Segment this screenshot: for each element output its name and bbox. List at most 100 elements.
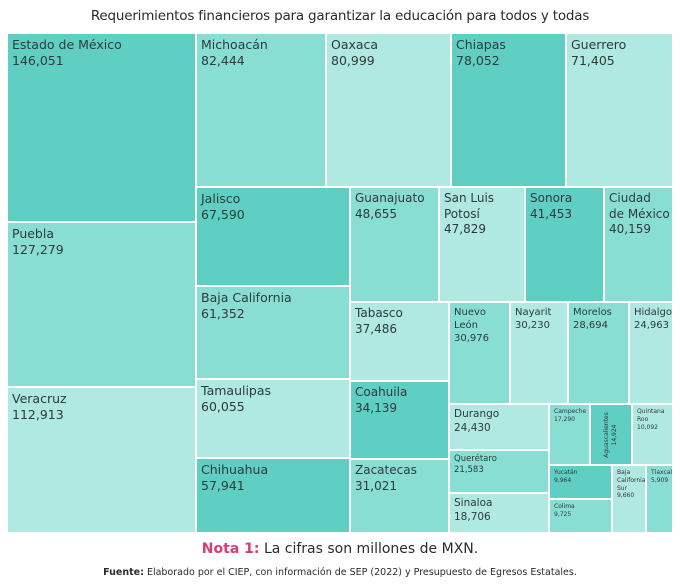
tile-name: Ciudad de México (609, 191, 670, 221)
tile-label: Quintana Roo 10,092 (637, 408, 665, 431)
treemap-tile: Ciudad de México 40,159 (604, 187, 673, 302)
treemap-tile: Colima 9,725 (549, 499, 612, 533)
tile-value: 9,964 (554, 476, 572, 484)
tile-label: Aguascalientes 14,924 (603, 412, 619, 458)
treemap-tile: Hidalgo 24,963 (629, 302, 673, 404)
tile-name: Sonora (530, 191, 573, 205)
note: Nota 1: La cifras son millones de MXN. (0, 541, 680, 557)
treemap-tile: Sinaloa 18,706 (449, 493, 549, 533)
tile-name: Quintana Roo (637, 408, 665, 423)
treemap-tile: Sonora 41,453 (525, 187, 604, 302)
tile-label: Campeche 17,290 (554, 408, 586, 424)
source: Fuente: Elaborado por el CIEP, con infor… (0, 567, 680, 578)
tile-label: Zacatecas 31,021 (355, 463, 417, 494)
tile-name: Nuevo León (454, 307, 487, 331)
tile-value: 112,913 (12, 407, 64, 423)
tile-name: Nayarit (515, 307, 552, 318)
tile-label: Ciudad de México 40,159 (609, 191, 670, 238)
treemap-tile: Baja California 61,352 (196, 286, 350, 379)
tile-label: Durango 24,430 (454, 408, 499, 435)
tile-label: Sonora 41,453 (530, 191, 572, 222)
treemap-tile: Morelos 28,694 (568, 302, 629, 404)
tile-name: Tlaxcala (651, 469, 673, 476)
tile-name: Tabasco (355, 306, 403, 320)
tile-label: Coahuila 34,139 (355, 385, 407, 416)
tile-value: 24,963 (634, 320, 669, 331)
tile-label: San Luis Potosí 47,829 (444, 191, 494, 238)
tile-label: Baja California 61,352 (201, 290, 292, 323)
tile-name: Tamaulipas (201, 383, 272, 398)
tile-value: 17,290 (554, 415, 575, 423)
treemap-tile: Oaxaca 80,999 (326, 33, 451, 187)
treemap-tile: Yucatán 9,964 (549, 465, 612, 499)
tile-name: Guanajuato (355, 191, 425, 205)
note-label: Nota 1: (201, 541, 260, 557)
tile-name: San Luis Potosí (444, 191, 495, 221)
tile-value: 14,924 (611, 424, 618, 445)
tile-value: 82,444 (201, 53, 245, 69)
tile-label: Tamaulipas 60,055 (201, 383, 271, 416)
tile-label: Baja California Sur 9,660 (617, 469, 646, 500)
tile-label: Colima 9,725 (554, 503, 575, 519)
tile-name: Michoacán (201, 37, 268, 52)
tile-name: Yucatán (554, 469, 578, 476)
treemap-tile: Campeche 17,290 (549, 404, 590, 465)
treemap-tile: Nayarit 30,230 (510, 302, 568, 404)
tile-label: Nayarit 30,230 (515, 306, 551, 332)
tile-label: Tabasco 37,486 (355, 306, 403, 337)
treemap-tile: Michoacán 82,444 (196, 33, 326, 187)
tile-name: Zacatecas (355, 463, 417, 477)
tile-label: Querétaro 21,583 (454, 454, 497, 476)
tile-label: Guanajuato 48,655 (355, 191, 425, 222)
tile-value: 10,092 (637, 423, 658, 431)
tile-name: Estado de México (12, 37, 122, 52)
tile-name: Colima (554, 503, 575, 510)
source-label: Fuente: (103, 567, 144, 578)
tile-value: 30,976 (454, 333, 489, 344)
tile-name: Puebla (12, 226, 54, 241)
tile-label: Puebla 127,279 (12, 226, 64, 259)
tile-label: Jalisco 67,590 (201, 191, 245, 224)
tile-value: 61,352 (201, 306, 245, 322)
treemap-tile: Zacatecas 31,021 (350, 459, 449, 533)
tile-value: 28,694 (573, 320, 608, 331)
tile-value: 34,139 (355, 400, 397, 415)
tile-value: 37,486 (355, 321, 397, 336)
tile-value: 127,279 (12, 242, 64, 258)
tile-value: 18,706 (454, 510, 491, 523)
treemap-tile: Quintana Roo 10,092 (632, 404, 673, 465)
treemap-tile: Nuevo León 30,976 (449, 302, 510, 404)
tile-value: 24,430 (454, 421, 491, 434)
treemap-tile: Jalisco 67,590 (196, 187, 350, 286)
tile-label: Tlaxcala 5,909 (651, 469, 673, 485)
tile-label: Oaxaca 80,999 (331, 37, 378, 70)
tile-value: 40,159 (609, 222, 651, 237)
treemap-tile: Chihuahua 57,941 (196, 458, 350, 533)
tile-label: Sinaloa 18,706 (454, 497, 492, 524)
tile-label: Hidalgo 24,963 (634, 306, 672, 332)
tile-name: Aguascalientes (603, 411, 611, 458)
tile-name: Baja California (201, 290, 292, 305)
tile-value: 30,230 (515, 320, 550, 331)
tile-name: Sinaloa (454, 497, 493, 509)
note-text: La cifras son millones de MXN. (259, 541, 479, 557)
source-text: Elaborado por el CIEP, con información d… (143, 567, 577, 578)
tile-name: Durango (454, 408, 500, 420)
tile-name: Chiapas (456, 37, 506, 52)
tile-value: 48,655 (355, 206, 397, 221)
tile-value: 9,660 (617, 492, 635, 500)
tile-label: Nuevo León 30,976 (454, 306, 489, 345)
tile-value: 5,909 (651, 476, 669, 484)
chart-title: Requerimientos financieros para garantiz… (90, 8, 590, 24)
tile-name: Baja California Sur (617, 469, 646, 492)
tile-name: Guerrero (571, 37, 627, 52)
treemap-tile: Baja California Sur 9,660 (612, 465, 646, 533)
tile-label: Michoacán 82,444 (201, 37, 268, 70)
tile-name: Campeche (554, 408, 587, 415)
tile-name: Coahuila (355, 385, 408, 399)
tile-name: Hidalgo (634, 307, 673, 318)
treemap: Estado de México 146,051 Puebla 127,279 Ve… (7, 33, 673, 533)
tile-name: Morelos (573, 307, 612, 318)
tile-value: 146,051 (12, 53, 64, 69)
treemap-tile: Puebla 127,279 (7, 222, 196, 387)
